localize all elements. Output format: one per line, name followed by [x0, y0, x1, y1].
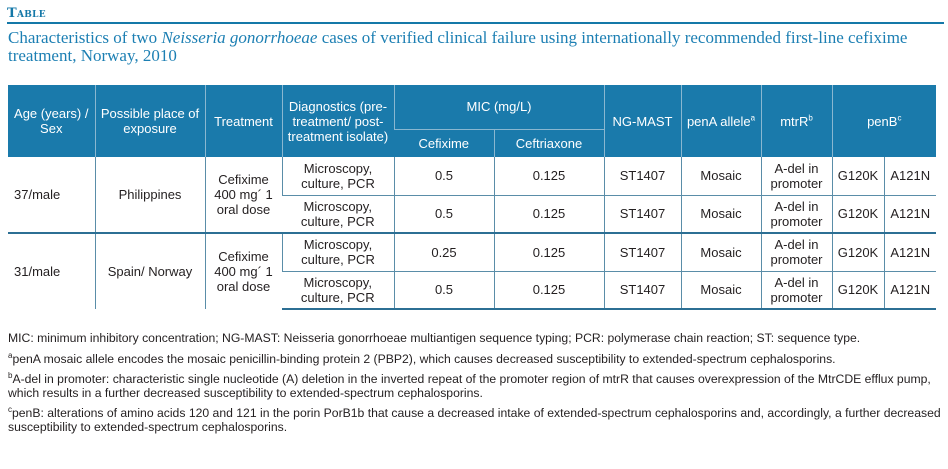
cell-treatment: Cefixime 400 mg´ 1 oral dose [204, 157, 282, 233]
cell-penb-1: G120K [831, 270, 884, 310]
cell-penb-2: A121N [883, 157, 936, 195]
col-header-place: Possible place of exposure [94, 85, 205, 157]
cell-mtrr: A-del in promoter [760, 232, 832, 271]
footnote-c-text: penB: alterations of amino acids 120 and… [8, 406, 941, 434]
footnote-a-text: penA mosaic allele encodes the mosaic pe… [12, 352, 836, 366]
cell-ngmast: ST1407 [603, 232, 681, 271]
pena-label: penA allele [686, 113, 751, 129]
section-label: Table [7, 6, 46, 21]
cell-diagnostics: Microscopy, culture, PCR [282, 194, 394, 233]
cell-penb-2: A121N [883, 270, 936, 310]
footnote-c: cpenB: alterations of amino acids 120 an… [8, 404, 942, 434]
cell-pena: Mosaic [680, 232, 761, 271]
col-header-pena: penA allelea [680, 85, 761, 157]
caption-pre: Characteristics of two [8, 28, 162, 47]
footnote-c-mark: c [8, 404, 12, 414]
col-header-penb: penBc [831, 85, 936, 157]
cell-diagnostics: Microscopy, culture, PCR [281, 232, 394, 271]
cell-diagnostics: Microscopy, culture, PCR [281, 157, 394, 195]
cell-age-sex: 37/male [14, 187, 61, 202]
cell-mtrr: A-del in promoter [760, 194, 832, 233]
cell-cefixime: 0.5 [393, 157, 494, 195]
col-header-treatment: Treatment [204, 85, 282, 157]
table-caption: Characteristics of two Neisseria gonorrh… [8, 29, 940, 65]
col-header-age: Age (years) / Sex [8, 85, 95, 157]
col-header-ceftriaxone: Ceftriaxone [493, 128, 604, 157]
footnote-a-mark: a [8, 350, 13, 360]
col-header-diagnostics: Diagnostics (pre-treatment/ post-treatme… [281, 85, 394, 157]
footnote-b-mark: b [8, 370, 13, 380]
cell-diagnostics: Microscopy, culture, PCR [282, 270, 394, 310]
cell-ceftriaxone: 0.125 [493, 232, 604, 271]
cell-mtrr: A-del in promoter [760, 270, 832, 310]
pena-footnote-mark: a [750, 113, 756, 123]
table-row: 37/male Philippines Cefixime 400 mg´ 1 o… [8, 157, 936, 233]
cell-treatment: Cefixime 400 mg´ 1 oral dose [204, 232, 282, 309]
footnote-b-text: A-del in promoter: characteristic single… [8, 372, 931, 400]
cell-pena: Mosaic [680, 157, 761, 195]
cell-cefixime: 0.5 [393, 194, 494, 233]
footnote-a: apenA mosaic allele encodes the mosaic p… [8, 350, 942, 366]
cell-penb-2: A121N [883, 194, 936, 233]
mtrr-footnote-mark: b [808, 113, 813, 123]
table-row: 31/male Spain/ Norway Cefixime 400 mg´ 1… [8, 232, 936, 309]
characteristics-table: Age (years) / Sex Possible place of expo… [8, 85, 936, 310]
cell-ngmast: ST1407 [603, 157, 681, 195]
col-header-mtrr: mtrRb [760, 85, 832, 157]
table-row: Microscopy, culture, PCR 0.5 0.125 ST140… [8, 270, 936, 310]
table-header-bar: Table [7, 4, 944, 24]
col-header-mic: MIC (mg/L) [393, 85, 604, 130]
col-header-ngmast: NG-MAST [603, 85, 681, 157]
table-row: Microscopy, culture, PCR 0.5 0.125 ST140… [8, 194, 936, 233]
cell-penb-1: G120K [831, 157, 884, 195]
cell-pena: Mosaic [680, 270, 761, 310]
mtrr-label: mtrR [780, 113, 809, 129]
cell-penb-2: A121N [883, 232, 936, 271]
cell-mtrr: A-del in promoter [760, 157, 832, 195]
cell-place: Spain/ Norway [94, 232, 205, 309]
cell-pena: Mosaic [680, 194, 761, 233]
footnote-b: bA-del in promoter: characteristic singl… [8, 370, 942, 400]
cell-ceftriaxone: 0.125 [493, 157, 604, 195]
col-header-cefixime: Cefixime [394, 128, 494, 157]
cell-place: Philippines [94, 157, 205, 233]
cell-cefixime: 0.25 [393, 232, 494, 271]
footnote-abbreviations: MIC: minimum inhibitory concentration; N… [8, 331, 861, 345]
footnotes: MIC: minimum inhibitory concentration; N… [8, 331, 942, 441]
cell-ceftriaxone: 0.125 [493, 194, 604, 233]
cell-cefixime: 0.5 [393, 270, 494, 310]
penb-footnote-mark: c [897, 113, 902, 123]
penb-label: penB [867, 113, 898, 129]
cell-penb-1: G120K [831, 232, 884, 271]
caption-species: Neisseria gonorrhoeae [161, 28, 318, 47]
cell-penb-1: G120K [831, 194, 884, 233]
cell-ceftriaxone: 0.125 [493, 270, 604, 310]
caption-post: cases of verified clinical failure using… [8, 28, 908, 65]
cell-ngmast: ST1407 [603, 270, 681, 310]
cell-ngmast: ST1407 [603, 194, 681, 233]
cell-age-sex: 31/male [8, 232, 95, 309]
